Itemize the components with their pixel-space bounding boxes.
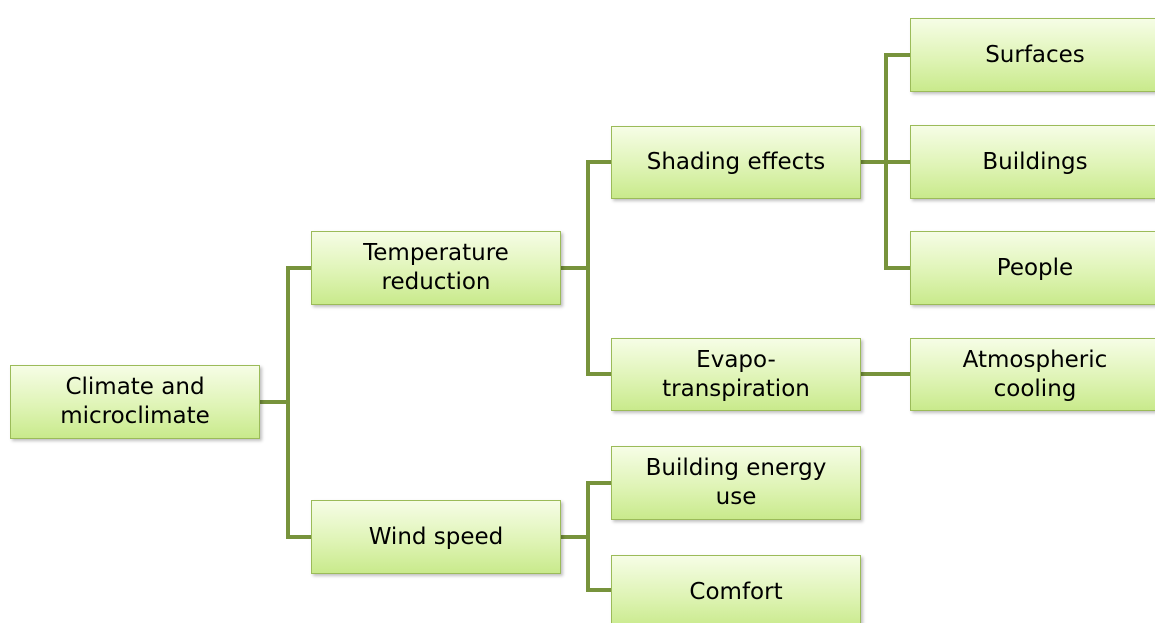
node: Surfaces: [910, 18, 1155, 92]
node: Evapo-transpiration: [611, 338, 861, 411]
node: Atmospheric cooling: [910, 338, 1155, 411]
node: Buildings: [910, 125, 1155, 199]
node: Temperature reduction: [311, 231, 561, 305]
node: Shading effects: [611, 126, 861, 199]
node: Climate and microclimate: [10, 365, 260, 439]
node: Building energy use: [611, 446, 861, 520]
node: People: [910, 231, 1155, 305]
node: Wind speed: [311, 500, 561, 574]
node: Comfort: [611, 555, 861, 623]
